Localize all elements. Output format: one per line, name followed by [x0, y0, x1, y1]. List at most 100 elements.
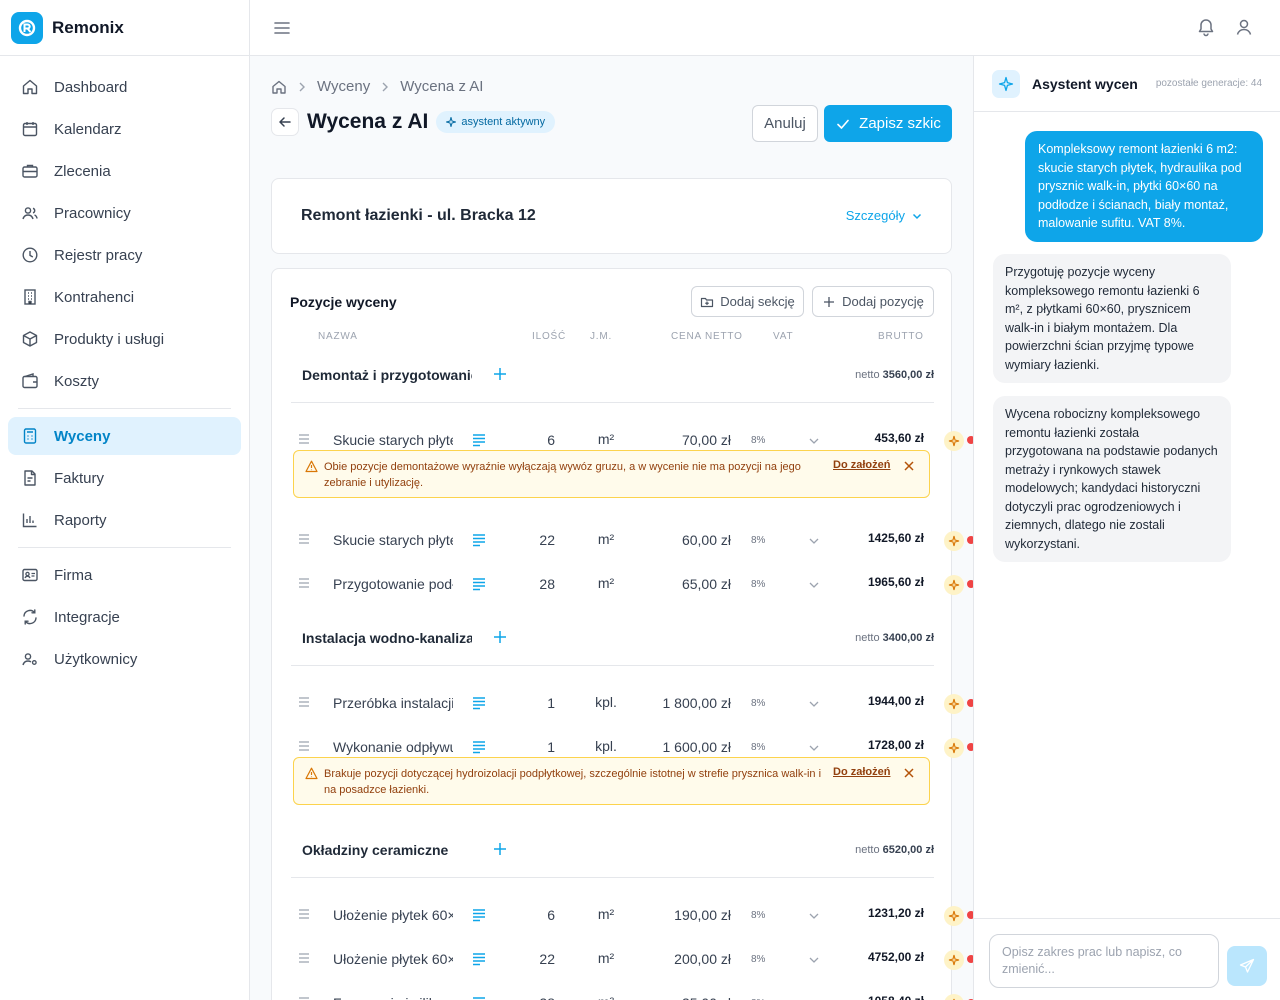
item-qty-input[interactable]: 6	[547, 907, 555, 923]
item-unit-input[interactable]: m²	[597, 531, 615, 547]
sidebar-item-faktury[interactable]: Faktury	[8, 459, 241, 497]
sidebar-item-kontrahenci[interactable]: Kontrahenci	[8, 278, 241, 316]
item-unit-input[interactable]: m²	[597, 950, 615, 966]
ai-suggestion-icon[interactable]	[944, 950, 964, 970]
item-name-input[interactable]: Ułożenie płytek 60×60	[333, 907, 453, 923]
item-vat-select[interactable]: 8%	[751, 698, 766, 709]
add-item-button[interactable]: Dodaj pozycję	[812, 286, 934, 317]
ai-suggestion-icon[interactable]	[944, 531, 964, 551]
description-icon[interactable]	[471, 951, 487, 967]
add-item-to-section-icon[interactable]	[492, 629, 508, 645]
section-name-input[interactable]: Instalacja wodno-kanalizacyjna	[302, 630, 472, 646]
drag-handle-icon[interactable]	[297, 433, 311, 445]
item-unit-input[interactable]: m²	[597, 575, 615, 591]
breadcrumb-item-wyceny[interactable]: Wyceny	[317, 78, 371, 95]
item-name-input[interactable]: Skucie starych płytek	[333, 432, 453, 448]
to-assumptions-link[interactable]: Do założeń	[833, 459, 891, 471]
drag-handle-icon[interactable]	[297, 996, 311, 1000]
sidebar-item-pracownicy[interactable]: Pracownicy	[8, 194, 241, 232]
item-price-input[interactable]: 35,00 zł	[631, 995, 731, 1000]
details-toggle[interactable]: Szczegóły	[846, 208, 923, 223]
item-name-input[interactable]: Skucie starych płytek	[333, 532, 453, 548]
chevron-down-icon[interactable]	[807, 741, 821, 755]
description-icon[interactable]	[471, 995, 487, 1000]
ai-suggestion-icon[interactable]	[944, 575, 964, 595]
chevron-down-icon[interactable]	[807, 534, 821, 548]
item-vat-select[interactable]: 8%	[751, 998, 781, 1000]
item-price-input[interactable]: 200,00 zł	[674, 951, 731, 967]
item-qty-input[interactable]: 1	[547, 695, 555, 711]
drag-handle-icon[interactable]	[297, 533, 311, 545]
description-icon[interactable]	[471, 532, 487, 548]
ai-suggestion-icon[interactable]	[944, 694, 964, 714]
item-qty-input[interactable]: 22	[539, 532, 555, 548]
item-vat-select[interactable]: 8%	[751, 579, 766, 590]
item-name-input[interactable]: Ułożenie płytek 60×60	[333, 951, 453, 967]
sidebar-item-rejestr-pracy[interactable]: Rejestr pracy	[8, 236, 241, 274]
item-qty-input[interactable]: 22	[539, 951, 555, 967]
user-icon[interactable]	[1234, 17, 1254, 37]
item-name-input[interactable]: Przygotowanie podłoża	[333, 576, 453, 592]
back-button[interactable]	[271, 108, 299, 136]
chevron-down-icon[interactable]	[807, 434, 821, 448]
item-qty-input[interactable]: 28	[511, 995, 555, 1000]
chevron-down-icon[interactable]	[807, 953, 821, 967]
description-icon[interactable]	[471, 695, 487, 711]
item-price-input[interactable]: 65,00 zł	[681, 576, 731, 592]
ai-suggestion-icon[interactable]	[944, 431, 964, 451]
item-unit-input[interactable]: kpl.	[595, 694, 617, 710]
item-name-input[interactable]: Przeróbka instalacji	[333, 695, 453, 711]
item-name-input[interactable]: Fugowanie i silikonowanie	[333, 995, 453, 1000]
drag-handle-icon[interactable]	[297, 740, 311, 752]
chevron-down-icon[interactable]	[807, 697, 821, 711]
item-qty-input[interactable]: 28	[539, 576, 555, 592]
item-name-input[interactable]: Wykonanie odpływu	[333, 739, 453, 755]
sidebar-item-integracje[interactable]: Integracje	[8, 598, 241, 636]
item-vat-select[interactable]: 8%	[751, 910, 766, 921]
sidebar-item-wyceny[interactable]: Wyceny	[8, 417, 241, 455]
ai-suggestion-icon[interactable]	[944, 906, 964, 926]
chevron-down-icon[interactable]	[807, 578, 821, 592]
drag-handle-icon[interactable]	[297, 577, 311, 589]
close-icon[interactable]	[903, 767, 915, 779]
item-price-input[interactable]: 190,00 zł	[674, 907, 731, 923]
sidebar-item-firma[interactable]: Firma	[8, 556, 241, 594]
item-vat-select[interactable]: 8%	[751, 435, 766, 446]
to-assumptions-link[interactable]: Do założeń	[833, 766, 891, 778]
chat-input[interactable]	[989, 934, 1219, 988]
item-qty-input[interactable]: 1	[547, 739, 555, 755]
brand[interactable]: Remonix	[0, 0, 249, 56]
item-price-input[interactable]: 1 600,00 zł	[662, 739, 732, 755]
add-item-to-section-icon[interactable]	[492, 841, 508, 857]
item-unit-input[interactable]: m²	[581, 994, 631, 1000]
section-name-input[interactable]: Okładziny ceramiczne	[302, 842, 449, 858]
item-vat-select[interactable]: 8%	[751, 742, 766, 753]
chevron-down-icon[interactable]	[807, 909, 821, 923]
bell-icon[interactable]	[1196, 17, 1216, 37]
item-price-input[interactable]: 60,00 zł	[681, 532, 731, 548]
drag-handle-icon[interactable]	[297, 908, 311, 920]
item-unit-input[interactable]: m²	[597, 906, 615, 922]
sidebar-item-kalendarz[interactable]: Kalendarz	[8, 110, 241, 148]
description-icon[interactable]	[471, 907, 487, 923]
close-icon[interactable]	[903, 460, 915, 472]
description-icon[interactable]	[471, 432, 487, 448]
sidebar-item-koszty[interactable]: Koszty	[8, 362, 241, 400]
add-item-to-section-icon[interactable]	[492, 366, 508, 382]
item-vat-select[interactable]: 8%	[751, 954, 766, 965]
item-price-input[interactable]: 70,00 zł	[681, 432, 731, 448]
sidebar-item-raporty[interactable]: Raporty	[8, 501, 241, 539]
section-name-input[interactable]: Demontaż i przygotowanie	[302, 367, 472, 383]
item-unit-input[interactable]: kpl.	[595, 738, 617, 754]
item-qty-input[interactable]: 6	[547, 432, 555, 448]
save-draft-button[interactable]: Zapisz szkic	[824, 105, 952, 142]
cancel-button[interactable]: Anuluj	[752, 105, 818, 142]
ai-suggestion-icon[interactable]	[944, 994, 964, 1000]
description-icon[interactable]	[471, 576, 487, 592]
home-icon[interactable]	[271, 79, 287, 95]
sidebar-item-zlecenia[interactable]: Zlecenia	[8, 152, 241, 190]
send-button[interactable]	[1227, 946, 1267, 986]
sidebar-item-produkty-i-usługi[interactable]: Produkty i usługi	[8, 320, 241, 358]
description-icon[interactable]	[471, 739, 487, 755]
sidebar-item-użytkownicy[interactable]: Użytkownicy	[8, 640, 241, 678]
